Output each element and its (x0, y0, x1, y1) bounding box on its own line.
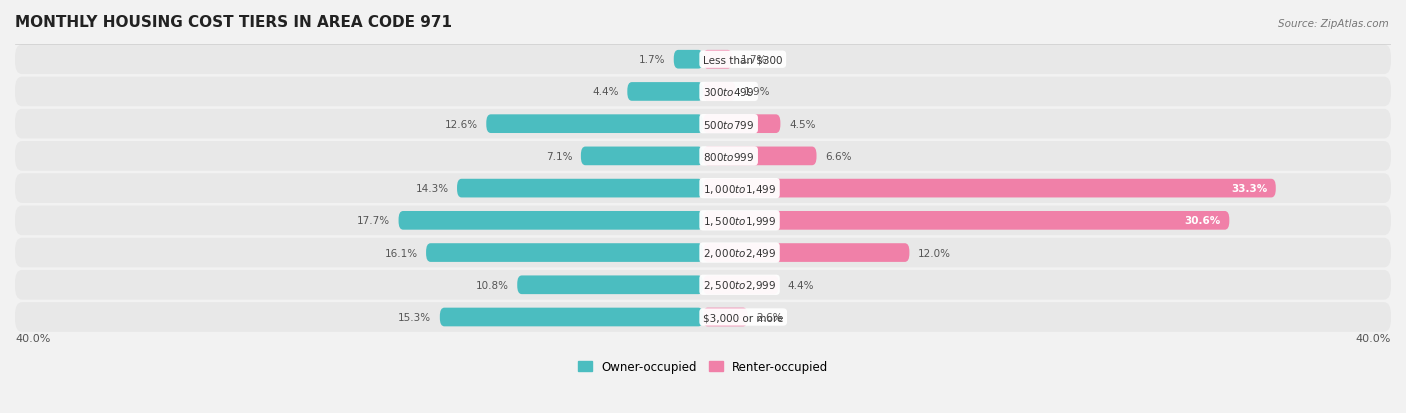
FancyBboxPatch shape (703, 211, 1229, 230)
Text: 30.6%: 30.6% (1184, 216, 1220, 226)
Text: 40.0%: 40.0% (15, 334, 51, 344)
FancyBboxPatch shape (703, 115, 780, 134)
Text: 4.5%: 4.5% (789, 119, 815, 129)
FancyBboxPatch shape (673, 51, 703, 69)
FancyBboxPatch shape (15, 77, 1391, 107)
Text: 1.7%: 1.7% (638, 55, 665, 65)
Text: MONTHLY HOUSING COST TIERS IN AREA CODE 971: MONTHLY HOUSING COST TIERS IN AREA CODE … (15, 15, 451, 30)
FancyBboxPatch shape (426, 244, 703, 262)
FancyBboxPatch shape (703, 276, 779, 294)
FancyBboxPatch shape (703, 147, 817, 166)
Text: 17.7%: 17.7% (357, 216, 389, 226)
Text: $300 to $499: $300 to $499 (703, 86, 754, 98)
Legend: Owner-occupied, Renter-occupied: Owner-occupied, Renter-occupied (572, 356, 834, 378)
Text: 12.0%: 12.0% (918, 248, 950, 258)
FancyBboxPatch shape (703, 308, 748, 327)
Text: 14.3%: 14.3% (415, 184, 449, 194)
Text: $2,000 to $2,499: $2,000 to $2,499 (703, 247, 776, 259)
FancyBboxPatch shape (15, 238, 1391, 268)
FancyBboxPatch shape (581, 147, 703, 166)
Text: 6.6%: 6.6% (825, 152, 852, 161)
Text: 1.9%: 1.9% (744, 87, 770, 97)
FancyBboxPatch shape (15, 302, 1391, 332)
Text: 10.8%: 10.8% (475, 280, 509, 290)
Text: Source: ZipAtlas.com: Source: ZipAtlas.com (1278, 19, 1389, 28)
Text: 2.6%: 2.6% (756, 312, 783, 322)
Text: $1,000 to $1,499: $1,000 to $1,499 (703, 182, 776, 195)
Text: Less than $300: Less than $300 (703, 55, 783, 65)
FancyBboxPatch shape (703, 244, 910, 262)
FancyBboxPatch shape (486, 115, 703, 134)
Text: 4.4%: 4.4% (592, 87, 619, 97)
FancyBboxPatch shape (15, 45, 1391, 75)
Text: $2,500 to $2,999: $2,500 to $2,999 (703, 279, 776, 292)
Text: 15.3%: 15.3% (398, 312, 432, 322)
FancyBboxPatch shape (703, 179, 1275, 198)
FancyBboxPatch shape (627, 83, 703, 102)
Text: 16.1%: 16.1% (384, 248, 418, 258)
FancyBboxPatch shape (15, 270, 1391, 300)
FancyBboxPatch shape (15, 174, 1391, 204)
FancyBboxPatch shape (398, 211, 703, 230)
FancyBboxPatch shape (703, 83, 735, 102)
Text: $800 to $999: $800 to $999 (703, 150, 754, 162)
Text: 1.7%: 1.7% (741, 55, 768, 65)
FancyBboxPatch shape (457, 179, 703, 198)
Text: 4.4%: 4.4% (787, 280, 814, 290)
FancyBboxPatch shape (15, 109, 1391, 139)
Text: $500 to $799: $500 to $799 (703, 119, 754, 131)
FancyBboxPatch shape (517, 276, 703, 294)
FancyBboxPatch shape (440, 308, 703, 327)
Text: 7.1%: 7.1% (546, 152, 572, 161)
FancyBboxPatch shape (15, 142, 1391, 171)
Text: 40.0%: 40.0% (1355, 334, 1391, 344)
Text: 12.6%: 12.6% (444, 119, 478, 129)
FancyBboxPatch shape (15, 206, 1391, 235)
Text: $1,500 to $1,999: $1,500 to $1,999 (703, 214, 776, 227)
Text: $3,000 or more: $3,000 or more (703, 312, 783, 322)
Text: 33.3%: 33.3% (1230, 184, 1267, 194)
FancyBboxPatch shape (703, 51, 733, 69)
